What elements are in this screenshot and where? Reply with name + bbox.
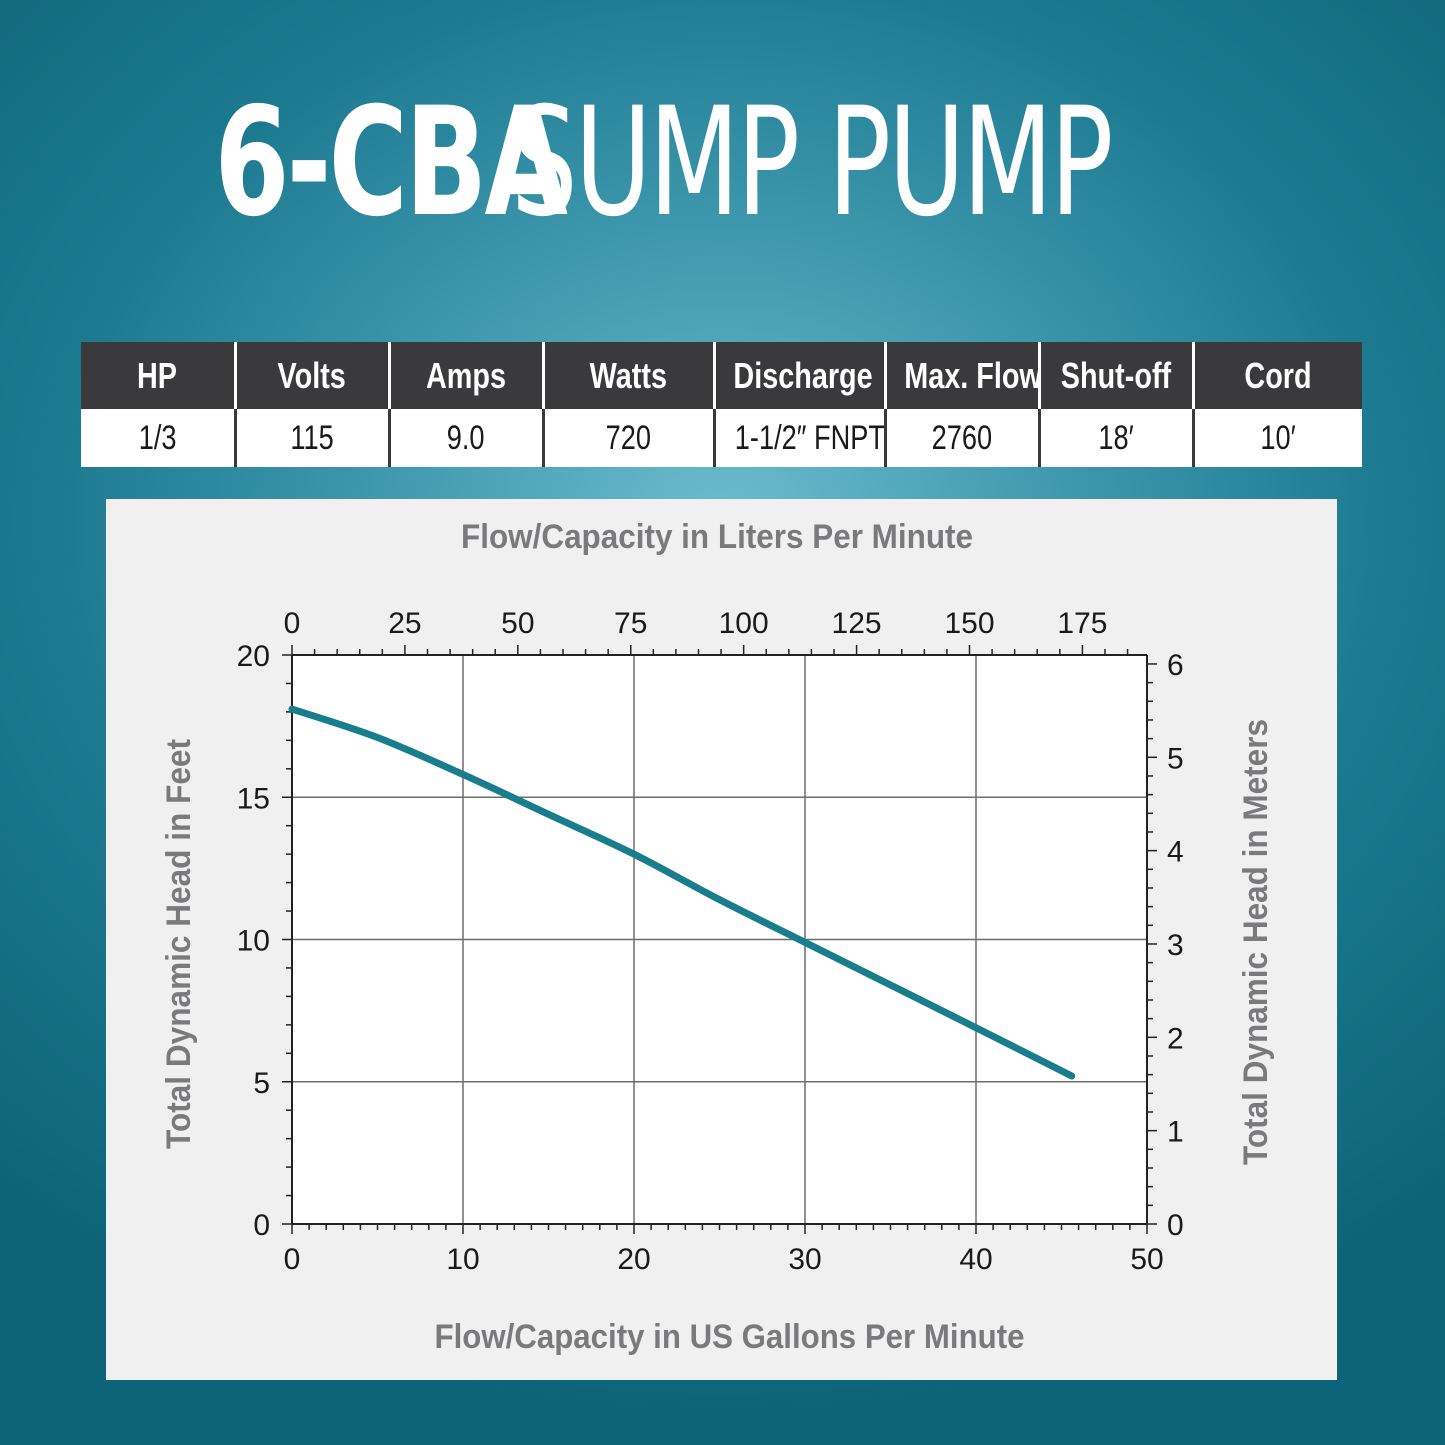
spec-header-discharge: Discharge bbox=[712, 342, 885, 409]
title-product: SUMP PUMP bbox=[510, 76, 1113, 250]
spec-header-hp: HP bbox=[81, 342, 235, 409]
y-tick-label: 20 bbox=[237, 640, 270, 673]
y-tick-label: 15 bbox=[237, 782, 270, 815]
spec-value-discharge: 1-1/2″ FNPT bbox=[712, 409, 885, 467]
spec-table: HP Volts Amps Watts Discharge Max. Flow … bbox=[81, 342, 1362, 467]
x2-tick-label: 50 bbox=[501, 607, 534, 640]
pump-curve-line bbox=[288, 705, 1076, 1080]
x2-tick-label: 150 bbox=[944, 607, 994, 640]
x2-axis-title: Flow/Capacity in Liters Per Minute bbox=[461, 518, 973, 556]
y-tick-label: 10 bbox=[237, 925, 270, 958]
y-tick-label: 0 bbox=[253, 1209, 270, 1242]
spec-value-cord: 10′ bbox=[1191, 409, 1362, 467]
x2-tick-label: 25 bbox=[388, 607, 421, 640]
y2-tick-label: 6 bbox=[1167, 649, 1184, 682]
spec-value-max-flow: 2760 bbox=[883, 409, 1039, 467]
x2-tick-label: 100 bbox=[719, 607, 769, 640]
y2-tick-label: 5 bbox=[1167, 742, 1184, 775]
spec-header-shutoff: Shut-off bbox=[1037, 342, 1193, 409]
x-tick-label: 40 bbox=[959, 1243, 992, 1276]
title-model: 6-CBA bbox=[213, 76, 568, 250]
x2-tick-label: 0 bbox=[284, 607, 301, 640]
x-tick-label: 30 bbox=[788, 1243, 821, 1276]
spec-header-max-flow: Max. Flow bbox=[883, 342, 1039, 409]
spec-header-volts: Volts bbox=[233, 342, 389, 409]
spec-header-watts: Watts bbox=[541, 342, 714, 409]
spec-header-row: HP Volts Amps Watts Discharge Max. Flow … bbox=[81, 342, 1362, 409]
y2-tick-label: 2 bbox=[1167, 1022, 1184, 1055]
x2-tick-label: 75 bbox=[614, 607, 647, 640]
y2-tick-label: 0 bbox=[1167, 1209, 1184, 1242]
spec-value-row: 1/3 115 9.0 720 1-1/2″ FNPT 2760 18′ 10′ bbox=[81, 409, 1362, 467]
x-tick-label: 50 bbox=[1130, 1243, 1163, 1276]
y2-tick-label: 4 bbox=[1167, 836, 1184, 869]
x-tick-label: 10 bbox=[446, 1243, 479, 1276]
spec-value-hp: 1/3 bbox=[81, 409, 235, 467]
spec-value-watts: 720 bbox=[541, 409, 714, 467]
y-tick-label: 5 bbox=[253, 1067, 270, 1100]
page-title: 6-CBASUMP PUMP bbox=[0, 78, 1445, 248]
y2-tick-label: 1 bbox=[1167, 1116, 1184, 1149]
spec-header-amps: Amps bbox=[387, 342, 543, 409]
chart-panel: 0 10 20 30 40 50 0 5 10 15 20 0 25 50 75 100 125 150 175 0 1… bbox=[106, 499, 1337, 1380]
y-axis-title: Total Dynamic Head in Feet bbox=[160, 739, 198, 1149]
y2-axis-title: Total Dynamic Head in Meters bbox=[1237, 719, 1275, 1165]
spec-value-shutoff: 18′ bbox=[1037, 409, 1193, 467]
spec-value-volts: 115 bbox=[233, 409, 389, 467]
x-tick-label: 0 bbox=[284, 1243, 301, 1276]
x-axis-title: Flow/Capacity in US Gallons Per Minute bbox=[435, 1318, 1025, 1356]
spec-value-amps: 9.0 bbox=[387, 409, 543, 467]
x2-tick-label: 125 bbox=[832, 607, 882, 640]
spec-header-cord: Cord bbox=[1191, 342, 1362, 409]
x-tick-label: 20 bbox=[617, 1243, 650, 1276]
y2-tick-label: 3 bbox=[1167, 929, 1184, 962]
x2-tick-label: 175 bbox=[1057, 607, 1107, 640]
